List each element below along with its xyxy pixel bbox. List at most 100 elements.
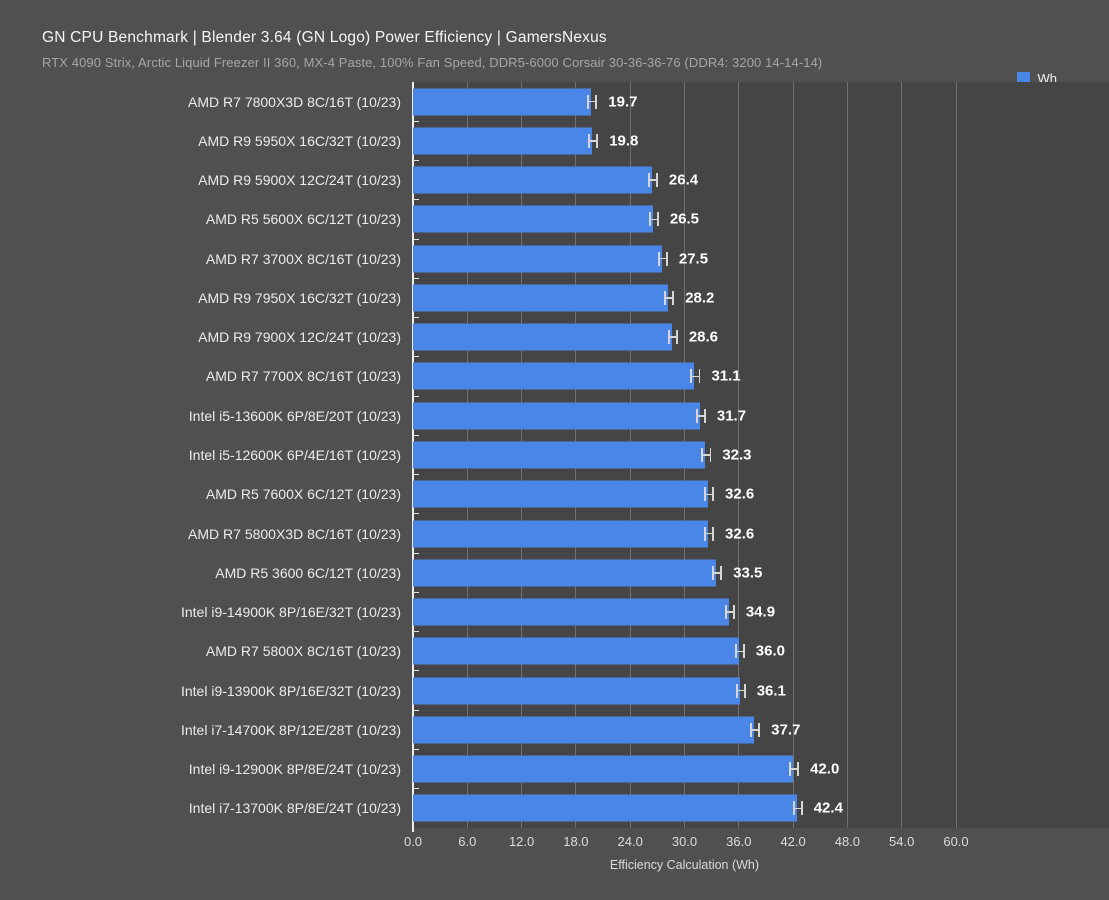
error-bar-part (656, 173, 658, 188)
bar-row: Intel i5-12600K 6P/4E/16T (10/23) 32.3 (0, 435, 1109, 476)
x-tick-label: 36.0 (726, 834, 752, 849)
bar (413, 794, 797, 822)
error-bar-part (676, 330, 678, 345)
bar-row: AMD R7 5800X 8C/16T (10/23) 36.0 (0, 632, 1109, 672)
bar (413, 441, 706, 469)
value-label: 26.4 (668, 171, 699, 189)
value-label: 37.7 (771, 721, 801, 739)
error-bar (704, 526, 715, 541)
error-bar-part (792, 807, 803, 810)
bar-track: 26.4 (412, 161, 1109, 201)
bar-track: 36.0 (412, 632, 1109, 672)
error-bar (647, 173, 658, 188)
x-tick-label: 12.0 (508, 834, 535, 849)
value-label: 36.0 (755, 642, 785, 660)
error-bar-part (672, 290, 675, 305)
bar-row: AMD R9 5950X 16C/32T (10/23) 19.8 (0, 121, 1109, 162)
error-bar (724, 605, 735, 620)
bar-row: Intel i9-12900K 8P/8E/24T (10/23) 42.0 (0, 750, 1109, 790)
gridline (955, 82, 957, 828)
value-label: 31.7 (716, 407, 747, 425)
x-tick-label: 54.0 (889, 834, 915, 849)
error-bar (695, 408, 706, 423)
bar-track: 33.5 (412, 553, 1109, 594)
error-bar-part (664, 297, 675, 299)
error-bar-part (588, 140, 599, 142)
value-label: 33.5 (733, 564, 763, 582)
bar-track: 36.1 (412, 671, 1109, 712)
bar-row: AMD R7 7700X 8C/16T (10/23) 31.1 (0, 357, 1109, 397)
error-bar (648, 212, 659, 227)
error-bar (750, 722, 761, 737)
error-bar-part (698, 369, 701, 384)
category-label: Intel i9-14900K 8P/16E/32T (10/23) (180, 604, 401, 621)
bar-row: AMD R7 5800X3D 8C/16T (10/23) 32.6 (0, 514, 1109, 554)
bar-row: Intel i9-14900K 8P/16E/32T (10/23) 34.9 (0, 592, 1109, 633)
bar (413, 559, 717, 587)
x-tick-label: 24.0 (617, 834, 643, 849)
bar-row: Intel i5-13600K 6P/8E/20T (10/23) 31.7 (0, 396, 1109, 437)
bar (413, 480, 709, 508)
error-bar (664, 290, 675, 305)
error-bar-part (704, 408, 706, 423)
bar-row: AMD R5 3600 6C/12T (10/23) 33.5 (0, 553, 1109, 594)
error-bar-part (595, 94, 598, 109)
error-bar-part (709, 448, 712, 463)
x-axis-title: Efficiency Calculation (Wh) (609, 858, 760, 872)
value-label: 19.7 (608, 93, 638, 111)
bar-track: 32.3 (412, 435, 1109, 476)
error-bar-part (734, 650, 745, 653)
y-axis-line (412, 82, 414, 832)
category-label: AMD R7 3700X 8C/16T (10/23) (205, 250, 401, 267)
error-bar-part (712, 487, 715, 502)
error-bar-part (704, 493, 715, 496)
error-bar-part (647, 179, 658, 181)
bar-track: 28.6 (412, 318, 1109, 358)
category-label: Intel i9-12900K 8P/8E/24T (10/23) (188, 761, 401, 778)
gridline (738, 82, 740, 828)
error-bar-part (789, 768, 800, 770)
error-bar-part (743, 644, 745, 659)
value-label: 42.0 (810, 760, 840, 778)
category-label: AMD R7 7800X3D 8C/16T (10/23) (188, 93, 401, 110)
error-bar (789, 762, 800, 777)
bar-track: 19.7 (412, 82, 1109, 123)
category-label: Intel i7-13700K 8P/8E/24T (10/23) (188, 800, 401, 817)
bar (413, 598, 729, 626)
value-label: 32.6 (725, 485, 755, 503)
category-label: AMD R9 7950X 16C/32T (10/23) (198, 289, 401, 306)
error-bar-part (724, 611, 735, 613)
bar-track: 19.8 (412, 121, 1109, 162)
x-axis-ticks: 0.0 6.0 12.0 18.0 24.0 30.0 36.0 42.0 48.0 54.0 60… (0, 834, 1109, 854)
value-label: 31.1 (711, 367, 741, 385)
bar (413, 520, 709, 548)
error-bar-part (712, 526, 715, 541)
bar-row: AMD R5 5600X 6C/12T (10/23) 26.5 (0, 200, 1109, 240)
error-bar (690, 369, 701, 384)
bar-track: 32.6 (412, 514, 1109, 554)
category-label: Intel i5-13600K 6P/8E/20T (10/23) (188, 407, 401, 424)
bar (413, 127, 593, 155)
x-tick-label: 18.0 (563, 834, 589, 849)
bar-track: 28.2 (412, 278, 1109, 319)
bar-row: AMD R9 5900X 12C/24T (10/23) 26.4 (0, 161, 1109, 201)
error-bar-part (587, 100, 598, 103)
bar (413, 755, 794, 783)
bar-track: 42.4 (413, 789, 1109, 828)
value-label: 32.3 (722, 446, 752, 464)
gridline (846, 82, 848, 828)
bar (413, 677, 740, 705)
value-label: 26.5 (669, 210, 700, 228)
legend-swatch-icon (1016, 72, 1030, 85)
x-tick-label: 6.0 (458, 834, 477, 849)
error-bar-part (735, 689, 746, 692)
bar-row: Intel i7-13700K 8P/8E/24T (10/23) 42.4 (0, 789, 1109, 828)
error-bar (712, 565, 723, 580)
bar-track: 37.7 (412, 710, 1109, 751)
x-tick-label: 42.0 (780, 834, 806, 849)
error-bar (667, 330, 678, 345)
value-label: 28.6 (688, 328, 719, 346)
value-label: 19.8 (609, 132, 639, 150)
error-bar-part (800, 801, 803, 816)
